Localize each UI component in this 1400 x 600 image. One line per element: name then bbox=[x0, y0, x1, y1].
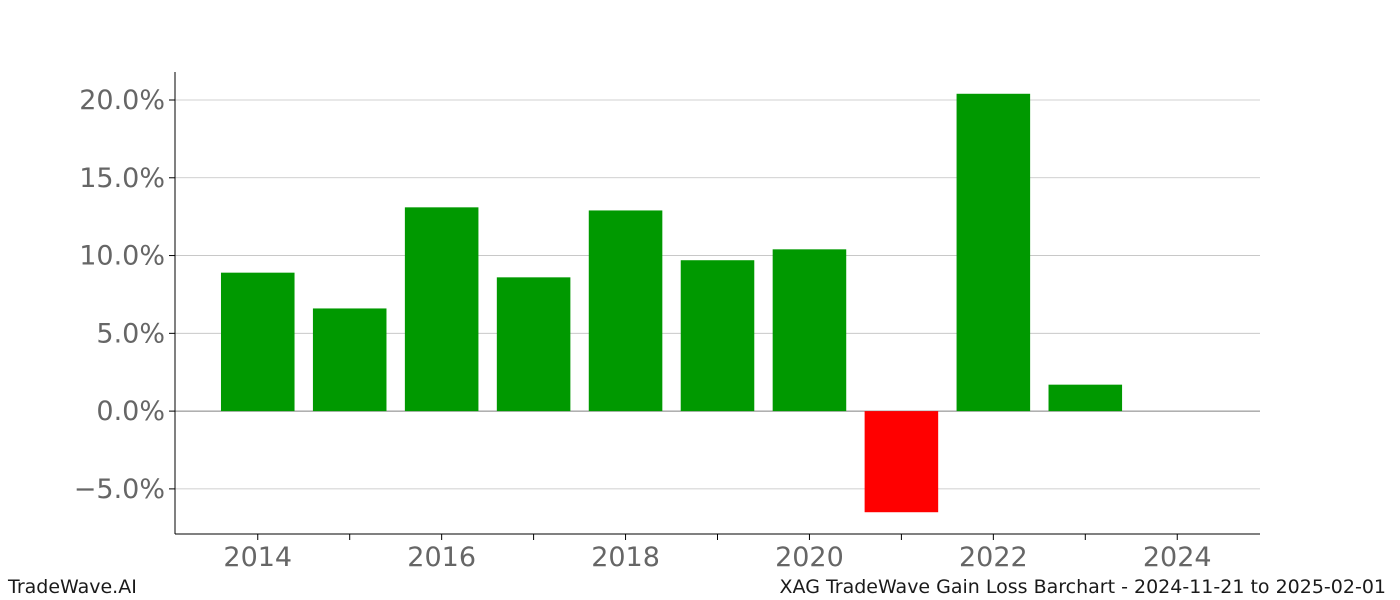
y-tick-label: 20.0% bbox=[79, 85, 165, 116]
bar-2016 bbox=[404, 207, 479, 412]
y-tick-label: 15.0% bbox=[79, 163, 165, 194]
y-tick-label: −5.0% bbox=[74, 474, 165, 505]
bars bbox=[220, 93, 1123, 513]
x-tick-label: 2014 bbox=[223, 542, 292, 570]
bar-2018 bbox=[588, 210, 663, 412]
bar-2020 bbox=[772, 249, 847, 412]
y-tick-label: 5.0% bbox=[96, 318, 165, 349]
y-tick-label: 10.0% bbox=[79, 241, 165, 272]
x-tick-label: 2018 bbox=[591, 542, 660, 570]
bar-2014 bbox=[220, 272, 295, 412]
x-tick-label: 2016 bbox=[407, 542, 476, 570]
x-tick-label: 2020 bbox=[775, 542, 844, 570]
footer-brand: TradeWave.AI bbox=[8, 576, 137, 598]
bar-2015 bbox=[312, 308, 387, 412]
bar-2019 bbox=[680, 260, 755, 412]
bar-2017 bbox=[496, 277, 571, 412]
axes bbox=[169, 72, 1260, 540]
bar-2022 bbox=[956, 93, 1031, 412]
gain-loss-bar-chart: −5.0% 0.0% 5.0% 10.0% 15.0% 20.0% 2014 2016 2018… bbox=[74, 72, 1260, 570]
y-tick-label: 0.0% bbox=[96, 396, 165, 427]
footer-chart-caption: XAG TradeWave Gain Loss Barchart - 2024-… bbox=[779, 576, 1386, 598]
bar-2023 bbox=[1048, 384, 1123, 412]
bar-2021 bbox=[864, 411, 939, 513]
x-tick-label: 2022 bbox=[959, 542, 1028, 570]
x-tick-label: 2024 bbox=[1143, 542, 1212, 570]
tick-labels: −5.0% 0.0% 5.0% 10.0% 15.0% 20.0% 2014 2016 2018… bbox=[74, 85, 1212, 570]
